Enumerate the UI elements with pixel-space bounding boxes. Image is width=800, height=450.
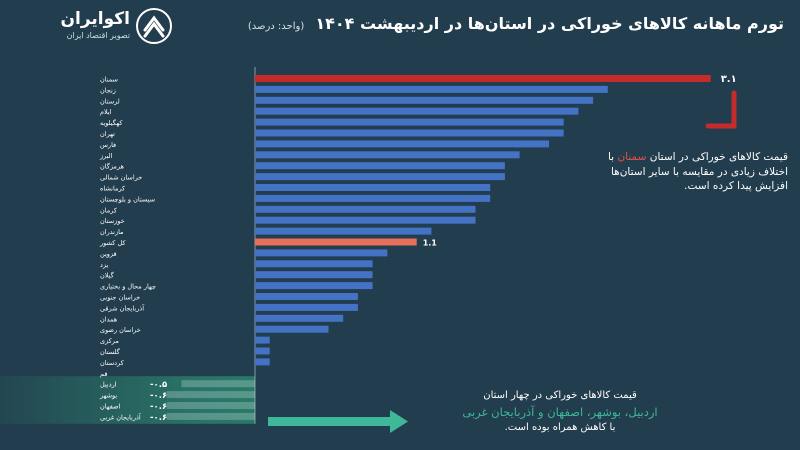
category-label: گیلان — [100, 272, 115, 280]
category-label: کردستان — [100, 359, 125, 367]
category-label: آذربایجان شرقی — [100, 303, 145, 312]
bar — [255, 282, 373, 290]
brand-logo-icon — [136, 8, 172, 44]
bar — [255, 358, 270, 366]
bar — [255, 303, 358, 311]
bar — [255, 151, 520, 159]
semnan-annotation-highlight: سمنان — [617, 151, 647, 163]
bar — [255, 107, 579, 115]
bar — [255, 347, 270, 355]
bar — [166, 412, 255, 420]
category-label: ایلام — [100, 108, 112, 116]
chart-header: تورم ماهانه کالاهای خوراکی در استان‌ها د… — [248, 14, 784, 33]
category-label: البرز — [99, 152, 113, 160]
semnan-annotation-suffix: با اختلاف زیادی در مقایسه با سایر استان‌… — [607, 151, 788, 192]
chart-unit: (واحد: درصد) — [247, 21, 305, 32]
bar — [255, 184, 491, 191]
category-label: خراسان شمالی — [100, 174, 142, 182]
data-label: -۰.۶ — [150, 391, 167, 401]
category-label: کهگیلویه — [100, 119, 123, 127]
red-bracket-arrow — [705, 90, 737, 129]
category-label: قم — [100, 370, 107, 378]
category-label: کل کشور — [99, 239, 126, 247]
green-arrow-head — [390, 410, 408, 433]
category-label: خراسان جنوبی — [100, 294, 140, 302]
bar — [255, 205, 476, 213]
category-label: گلستان — [100, 348, 121, 356]
category-label: سیستان و بلوچستان — [100, 195, 155, 203]
brand-name: اکوایران — [60, 9, 131, 29]
bar — [255, 118, 564, 126]
bar — [255, 271, 373, 279]
data-label: -۰.۶ — [150, 413, 167, 423]
bar — [255, 238, 417, 246]
category-label: خوزستان — [100, 217, 125, 225]
category-label: همدان — [100, 315, 118, 323]
category-label: اردبیل — [100, 381, 117, 389]
category-label: آذربایجان غربی — [100, 412, 142, 421]
category-label: مرکزی — [100, 337, 119, 345]
bar — [255, 75, 711, 82]
negative-annotation-line3: با کاهش همراه بوده است. — [504, 422, 616, 433]
category-label: اصفهان — [100, 403, 121, 411]
bar — [255, 140, 549, 148]
category-label: کرمانشاه — [100, 185, 126, 193]
negative-annotation-highlight: اردبیل، بوشهر، اصفهان و آذربایجان غربی — [462, 405, 658, 419]
bar — [255, 194, 491, 202]
bar — [255, 260, 373, 268]
bar — [255, 216, 476, 224]
bar — [166, 391, 255, 399]
green-arrow-shaft — [268, 417, 390, 426]
category-label: سمنان — [100, 76, 118, 84]
bar — [255, 173, 505, 181]
bar — [255, 129, 564, 137]
category-label: بوشهر — [99, 392, 117, 400]
semnan-annotation: قیمت کالاهای خوراکی در استان سمنان با اخ… — [578, 150, 788, 194]
negative-annotation-line1: قیمت کالاهای خوراکی در چهار استان — [483, 390, 637, 401]
category-label: خراسان رضوی — [100, 326, 141, 334]
bar — [255, 227, 432, 235]
negative-band — [0, 376, 255, 424]
data-label: -۰.۶ — [150, 402, 167, 412]
brand-tagline: تصویر اقتصاد ایران — [66, 31, 130, 40]
bar — [255, 96, 594, 104]
category-label: هرمزگان — [100, 163, 125, 171]
bar — [255, 336, 270, 344]
data-label: 1.1 — [423, 239, 438, 248]
category-label: یزد — [100, 261, 108, 269]
category-label: فارس — [100, 141, 116, 149]
category-label: کرمان — [100, 206, 118, 214]
bar — [255, 85, 608, 93]
bar — [255, 325, 329, 333]
negative-provinces-annotation: قیمت کالاهای خوراکی در چهار استان اردبیل… — [440, 388, 680, 436]
category-label: زنجان — [100, 86, 116, 94]
category-label: تهران — [100, 130, 115, 138]
data-label: -۰.۵ — [150, 380, 167, 390]
brand-logo: اکوایران تصویر اقتصاد ایران — [14, 6, 174, 46]
bar — [166, 402, 255, 409]
bar — [255, 314, 344, 322]
category-label: لرستان — [100, 97, 120, 105]
data-label: ۳.۱ — [721, 74, 737, 85]
bar — [255, 162, 505, 170]
category-label: مازندران — [100, 228, 124, 236]
bar — [181, 380, 255, 388]
bar — [255, 293, 358, 300]
chart-title: تورم ماهانه کالاهای خوراکی در استان‌ها د… — [315, 14, 784, 33]
category-label: چهار محال و بختیاری — [100, 283, 156, 291]
semnan-annotation-prefix: قیمت کالاهای خوراکی در استان — [649, 151, 788, 163]
category-label: قزوین — [100, 250, 117, 258]
bar — [255, 249, 388, 257]
